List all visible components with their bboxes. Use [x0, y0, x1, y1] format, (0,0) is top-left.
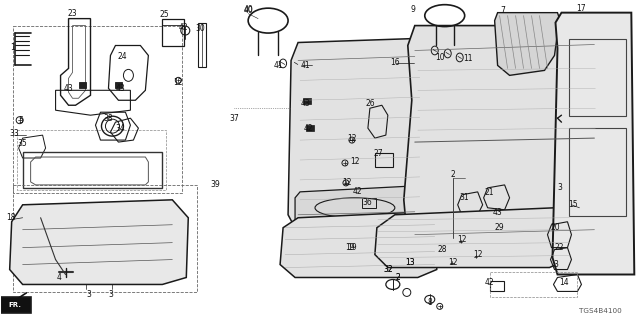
Polygon shape [295, 186, 418, 230]
Text: 23: 23 [68, 9, 77, 18]
Text: 25: 25 [159, 10, 169, 19]
Text: 40: 40 [243, 6, 253, 15]
Text: 12: 12 [448, 258, 458, 267]
Text: 14: 14 [559, 278, 570, 287]
Text: 22: 22 [555, 243, 564, 252]
Text: 42: 42 [303, 124, 313, 132]
Bar [163, 19, 184, 46]
Text: 24: 24 [118, 52, 127, 61]
Text: 2: 2 [396, 273, 400, 282]
Text: 3: 3 [553, 260, 558, 269]
Text: 2: 2 [451, 171, 455, 180]
Text: 42: 42 [485, 278, 495, 287]
Bar [303, 98, 311, 104]
Text: 32: 32 [383, 265, 393, 274]
Text: 42: 42 [353, 188, 363, 196]
Text: 43: 43 [493, 208, 502, 217]
Text: 3: 3 [557, 183, 562, 192]
Text: 41: 41 [273, 61, 283, 70]
Polygon shape [288, 38, 425, 232]
Text: 39: 39 [211, 180, 220, 189]
Text: 20: 20 [550, 223, 560, 232]
Text: 8: 8 [428, 298, 432, 307]
Bar [79, 82, 86, 88]
Text: 36: 36 [362, 198, 372, 207]
Text: 41: 41 [300, 61, 310, 70]
Text: 26: 26 [365, 99, 374, 108]
Text: 12: 12 [342, 179, 352, 188]
Polygon shape [495, 13, 559, 76]
Text: 3: 3 [108, 290, 113, 299]
Text: 5: 5 [18, 116, 23, 125]
Text: 2: 2 [396, 273, 400, 282]
Bar [490, 271, 577, 297]
Text: 29: 29 [495, 223, 504, 232]
Bar [198, 23, 206, 68]
Text: 19: 19 [347, 243, 356, 252]
Text: 15: 15 [568, 200, 579, 209]
Text: 12: 12 [457, 235, 467, 244]
Text: 12: 12 [473, 250, 483, 259]
Text: 12: 12 [347, 133, 356, 143]
Text: 18: 18 [6, 213, 15, 222]
Bar [22, 152, 163, 188]
Text: 40: 40 [243, 5, 253, 14]
Polygon shape [280, 212, 438, 277]
Text: 1: 1 [10, 43, 15, 52]
Text: 31: 31 [460, 193, 470, 202]
Text: 12: 12 [350, 157, 360, 166]
Text: 3: 3 [86, 290, 91, 299]
Bar [375, 153, 393, 167]
Text: 17: 17 [577, 4, 586, 13]
Text: 4: 4 [56, 273, 61, 282]
Bar [490, 282, 504, 292]
Text: 12: 12 [173, 78, 183, 87]
Bar [497, 210, 504, 216]
Bar [570, 128, 627, 216]
Text: 27: 27 [373, 148, 383, 157]
Bar [306, 125, 314, 131]
Polygon shape [404, 26, 600, 261]
Text: 34: 34 [116, 124, 125, 132]
Text: 11: 11 [463, 54, 472, 63]
Bar [17, 130, 166, 190]
Bar [115, 82, 122, 88]
Text: 28: 28 [438, 245, 447, 254]
Bar [440, 248, 454, 258]
Text: 32: 32 [383, 265, 393, 274]
Text: 42: 42 [179, 23, 188, 32]
Bar [570, 38, 627, 116]
Text: 33: 33 [10, 129, 20, 138]
Polygon shape [375, 208, 572, 268]
Text: 10: 10 [435, 53, 445, 62]
Bar [13, 26, 182, 193]
Text: 38: 38 [104, 114, 113, 123]
Text: 35: 35 [18, 139, 28, 148]
Text: 16: 16 [390, 58, 399, 67]
Text: 43: 43 [300, 99, 310, 108]
Bar [13, 185, 197, 292]
Text: FR.: FR. [9, 302, 22, 308]
Text: 13: 13 [405, 258, 415, 267]
Text: 13: 13 [405, 258, 415, 267]
Text: 43: 43 [116, 84, 125, 93]
Text: 37: 37 [229, 114, 239, 123]
Bar [1, 297, 31, 313]
Text: 7: 7 [500, 6, 505, 15]
Polygon shape [552, 13, 634, 275]
Text: TGS4B4100: TGS4B4100 [579, 308, 622, 314]
Text: 9: 9 [410, 5, 415, 14]
Text: 21: 21 [485, 188, 494, 197]
Text: 19: 19 [345, 243, 355, 252]
Text: 43: 43 [63, 84, 74, 93]
Polygon shape [10, 200, 188, 284]
Text: 30: 30 [195, 24, 205, 33]
Bar [362, 198, 376, 208]
